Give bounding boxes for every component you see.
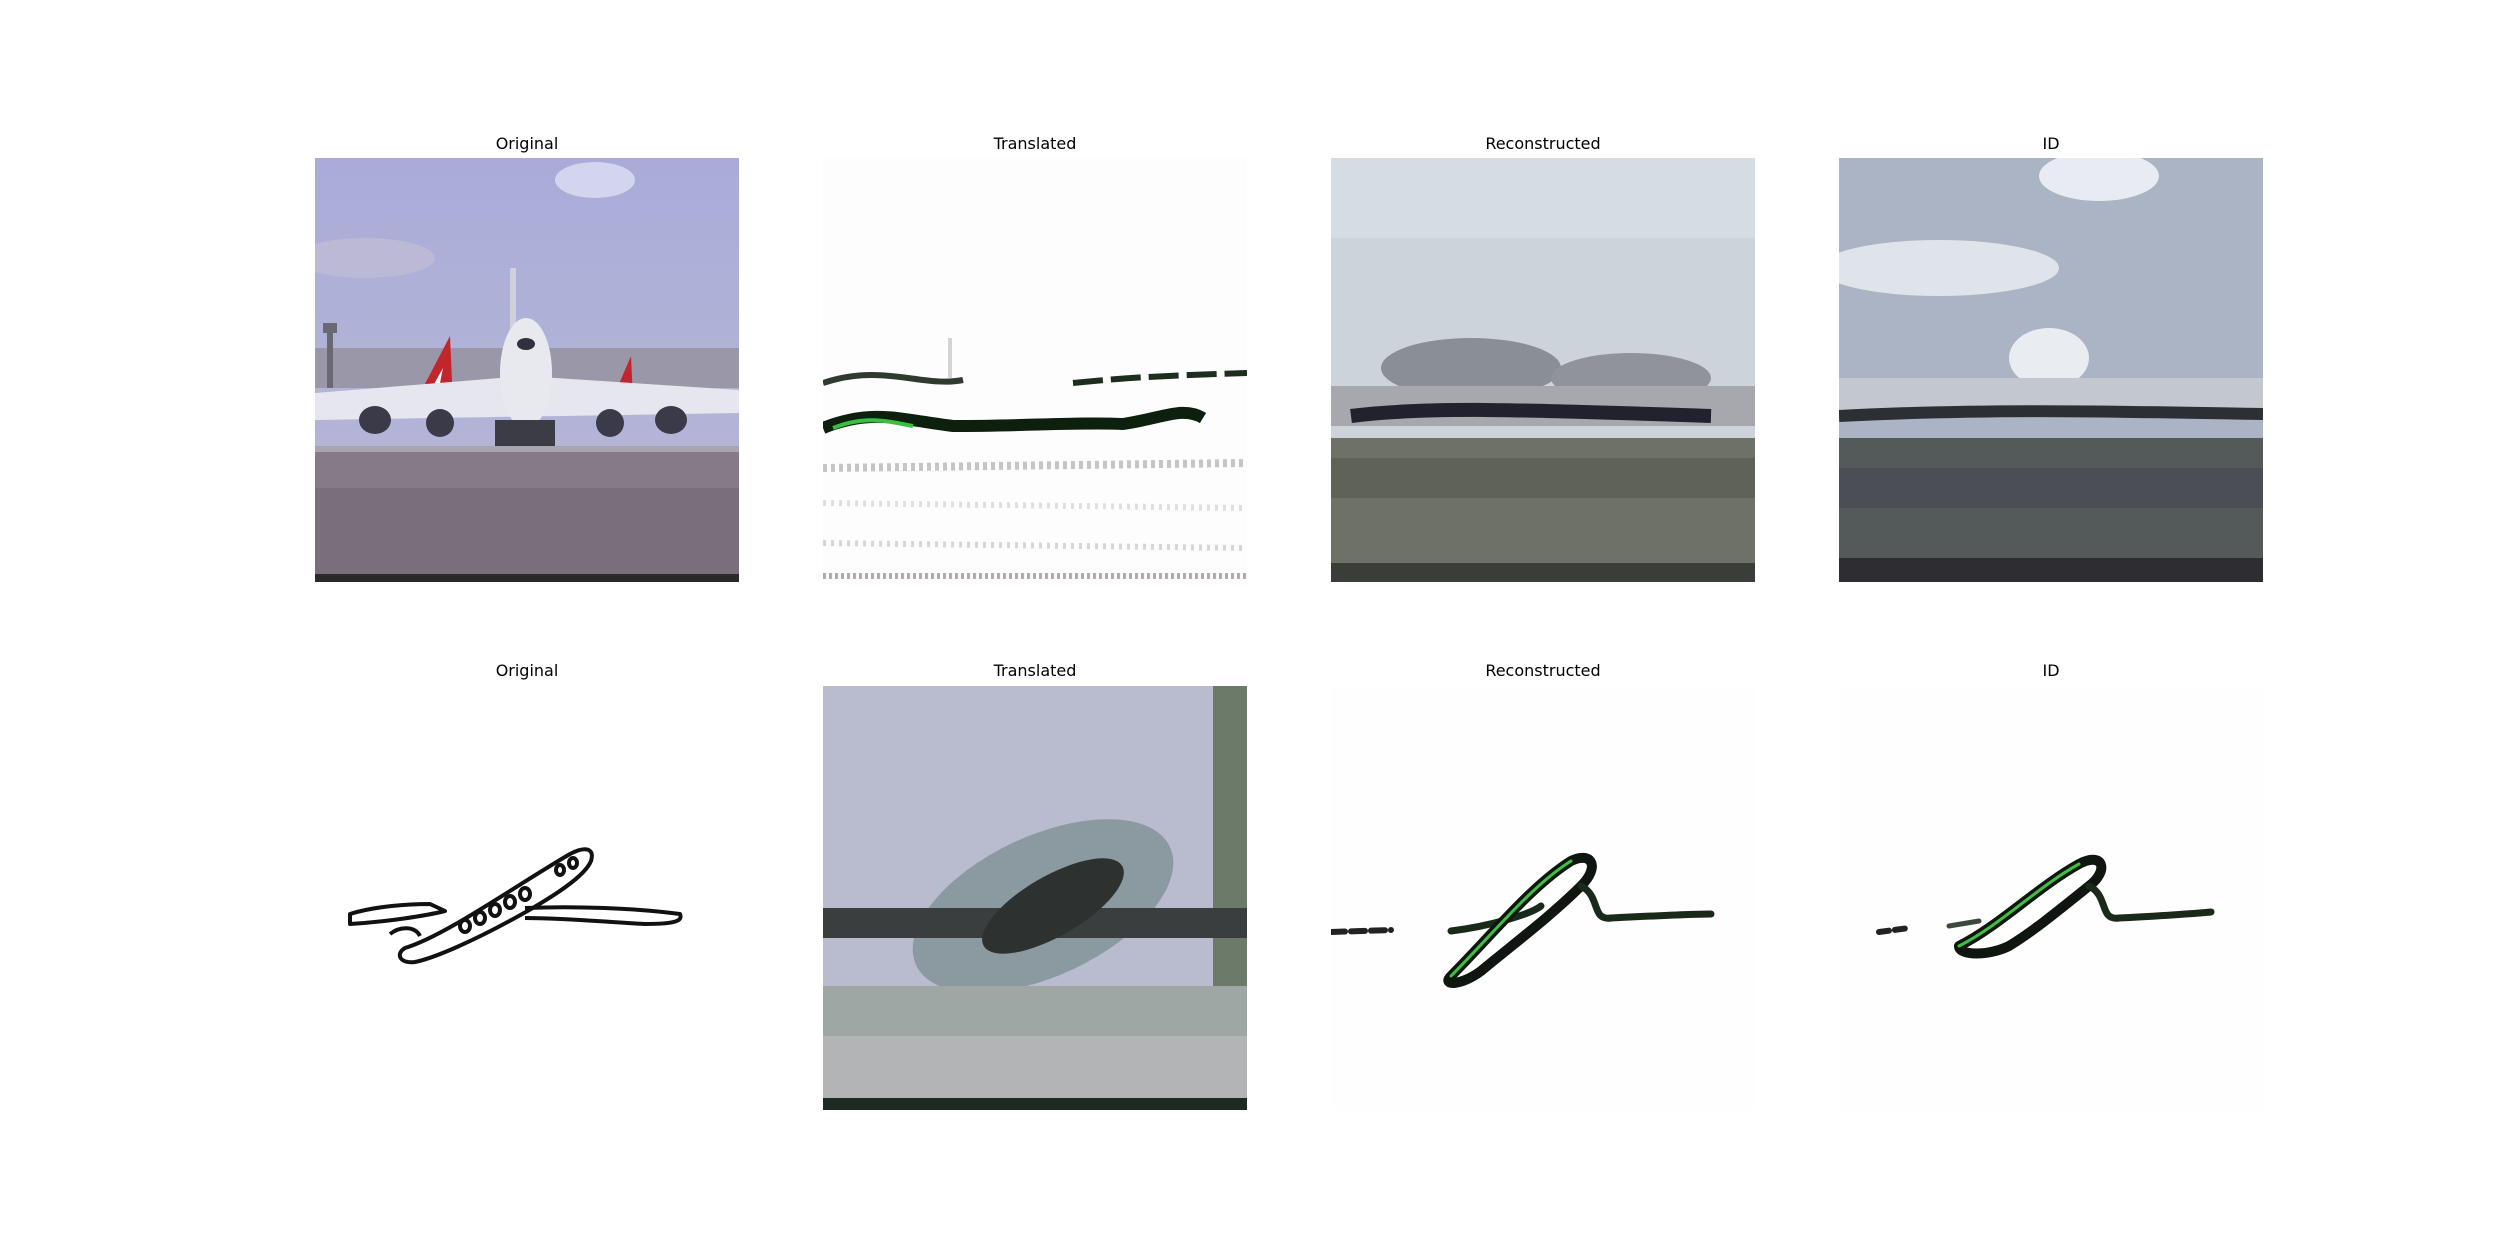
title-row2-id: ID xyxy=(2042,661,2060,680)
image-row2-original xyxy=(315,686,739,1110)
title-row2-translated: Translated xyxy=(993,661,1077,680)
title-row1-original: Original xyxy=(495,134,559,153)
image-row1-id xyxy=(1839,158,2263,582)
image-row2-reconstructed xyxy=(1331,686,1755,1110)
image-row2-id xyxy=(1839,686,2263,1110)
image-row2-translated xyxy=(823,686,1247,1110)
title-row1-id: ID xyxy=(2042,134,2060,153)
image-row1-translated xyxy=(823,158,1247,582)
title-row1-translated: Translated xyxy=(993,134,1077,153)
title-row2-reconstructed: Reconstructed xyxy=(1485,661,1601,680)
title-row1-reconstructed: Reconstructed xyxy=(1485,134,1601,153)
image-row1-reconstructed xyxy=(1331,158,1755,582)
image-row1-original xyxy=(315,158,739,582)
title-row2-original: Original xyxy=(495,661,559,680)
